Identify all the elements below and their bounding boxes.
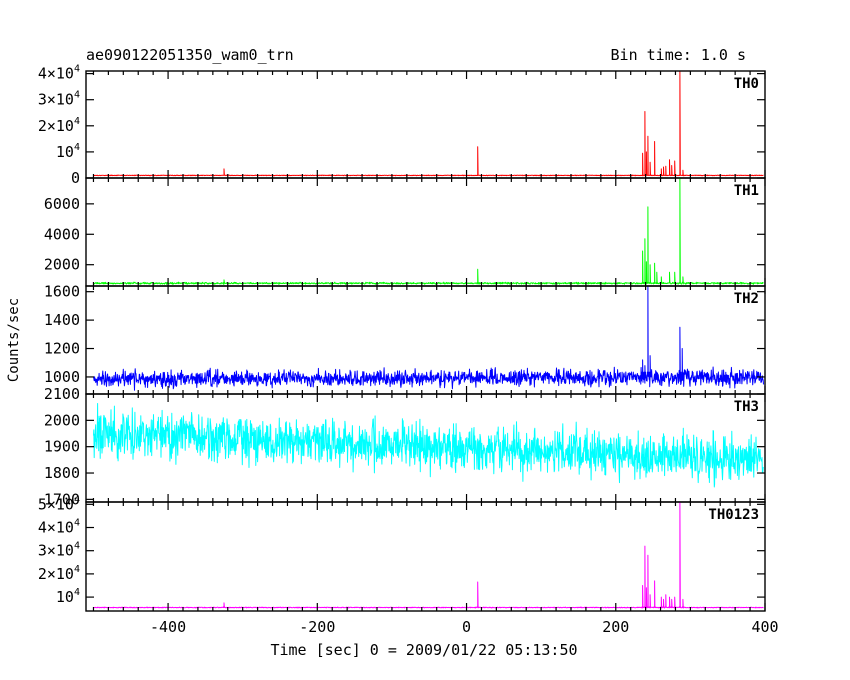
- y-tick-label: 6000: [44, 195, 80, 213]
- panel-label: TH3: [734, 399, 759, 415]
- x-tick-label: -400: [150, 618, 186, 636]
- panel-label: TH0123: [708, 507, 759, 523]
- y-tick-label: 5×104: [38, 494, 80, 513]
- y-tick-label: 1700: [44, 490, 80, 508]
- y-tick-label: 104: [56, 142, 80, 161]
- y-tick-label: 104: [56, 587, 80, 606]
- panel-frame: [85, 70, 766, 179]
- panel-frame: [85, 501, 766, 612]
- series-th1: [93, 177, 764, 285]
- y-tick-label: 2000: [44, 256, 80, 274]
- series-th2: [93, 285, 764, 391]
- panel-th2: TH2 1000 1200 1400 1600: [44, 283, 766, 395]
- x-tick-label: 0: [462, 618, 471, 636]
- series-th0: [93, 70, 764, 177]
- y-tick-label: 3×104: [38, 541, 80, 560]
- y-tick-label: 1400: [44, 311, 80, 329]
- y-tick-label: 4×104: [38, 64, 80, 83]
- y-tick-label: 2×104: [38, 116, 80, 135]
- y-tick-label: 2×104: [38, 564, 80, 583]
- y-axis-label: Counts/sec: [6, 298, 22, 382]
- y-tick-label: 1900: [44, 438, 80, 456]
- x-tick-label: 400: [751, 618, 778, 636]
- panel-label: TH2: [734, 291, 759, 307]
- y-tick-label: 1200: [44, 340, 80, 358]
- panels: TH001042×1043×1044×104TH1200040006000TH2…: [38, 64, 779, 636]
- y-tick-label: 1000: [44, 368, 80, 386]
- panel-th3: TH3 1700 1800 1900 2000 2100: [44, 385, 766, 508]
- series-th3: [93, 403, 764, 488]
- y-tick-label: 0: [71, 169, 80, 187]
- y-tick-label: 4000: [44, 225, 80, 243]
- y-tick-label: 1600: [44, 283, 80, 301]
- panel-label: TH1: [734, 183, 759, 199]
- x-axis-label: Time [sec] 0 = 2009/01/22 05:13:50: [270, 641, 577, 659]
- y-tick-label: 3×104: [38, 90, 80, 109]
- y-tick-label: 2100: [44, 385, 80, 403]
- panel-th0123: TH0123 104 2×104 3×104 4×104 5×104: [38, 494, 766, 612]
- y-tick-label: 4×104: [38, 518, 80, 537]
- bin-time-label: Bin time: 1.0 s: [611, 46, 746, 64]
- panel-th1: TH1 2000 4000 6000: [44, 177, 766, 287]
- y-tick-label: 1800: [44, 464, 80, 482]
- x-tick-label: 200: [602, 618, 629, 636]
- panel-frame: [85, 177, 766, 287]
- chart-title: ae090122051350_wam0_trn: [86, 46, 294, 64]
- x-tick-label: -200: [299, 618, 335, 636]
- y-tick-label: 2000: [44, 411, 80, 429]
- panel-label: TH0: [734, 76, 759, 92]
- panel-th0: TH0 0 104 2×104 3×104 4×104: [38, 64, 766, 187]
- series-th0123: [93, 501, 764, 609]
